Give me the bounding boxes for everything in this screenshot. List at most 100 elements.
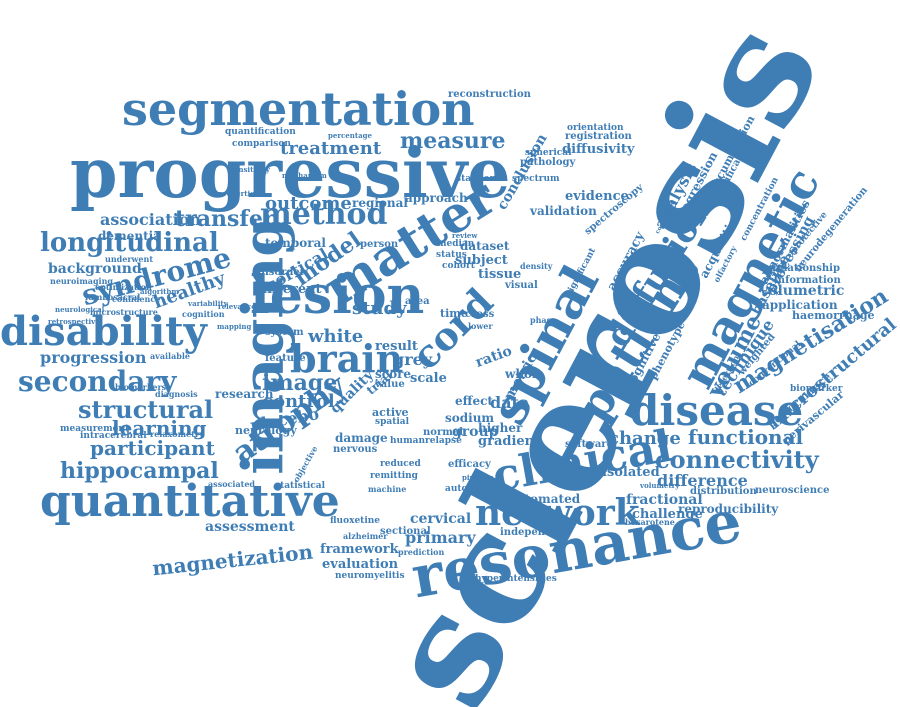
word: distribution [690,486,757,497]
word: outcome [265,193,352,214]
word: remitting [370,471,418,481]
word: review [452,231,478,240]
word: control [262,391,335,412]
word: tissue [478,267,522,282]
word: segmentation [122,82,475,136]
word: relaxometry [150,429,204,439]
word: temporal [265,236,326,250]
word: approach [405,191,468,205]
word: nervous [333,444,378,455]
word: sensitivity [230,165,271,174]
word: optimization [95,282,152,292]
word: volumetry [640,481,680,490]
word: hyperintensities [475,574,557,584]
word: effect [455,394,493,408]
word: active [372,406,409,419]
word: dementia [98,229,161,243]
word: gradient [478,434,541,449]
word: measure [400,128,506,154]
word: underwent [105,254,154,264]
word: sectional [380,526,431,537]
word: associated [208,479,255,489]
word: higher [478,421,523,435]
word: study [352,298,407,319]
word: secondary [18,365,177,398]
word: machine [368,484,407,494]
word: challenge [632,507,703,522]
word: normal [423,427,464,438]
word: neuroimaging [50,276,114,286]
word: diagnosis [155,389,198,399]
word: density [520,261,553,271]
word: primary [405,528,476,547]
word: mechanism [282,171,327,180]
word: whole [505,367,545,381]
word: cognition [182,309,225,319]
word: fractional [626,492,703,508]
word: white [308,326,364,347]
word: treatment [280,138,382,159]
word: cohort [442,261,475,271]
word: grey [393,350,433,369]
word: pathology [520,157,576,168]
word: prediction [398,547,445,557]
word: person [360,239,399,250]
word: participant [90,436,215,460]
word: feature [265,353,306,364]
word: connectivity [655,445,819,474]
word: spherical [525,148,572,158]
word: assessment [205,519,295,535]
word: association [100,210,202,229]
word: statistical [275,481,326,491]
word: variability [188,299,228,308]
word: visual [505,280,538,291]
word: phase [530,315,557,325]
word: sodium [445,411,495,425]
word: algorithm [140,287,179,296]
word: percentage [328,131,372,140]
word: fluoxetine [330,516,381,526]
word: value [375,379,405,390]
word: volumetric [760,283,845,299]
word: lower [468,321,493,331]
word: efficacy [448,459,491,470]
word: learning [112,416,207,440]
word: neuromyelitis [335,571,405,581]
word: result [375,339,418,354]
word: cross [465,309,495,320]
word: available [150,351,190,361]
word: information [774,275,841,286]
word: quantitative [40,476,340,527]
word: time [440,307,468,320]
word: quantification [225,127,296,137]
word: score [375,367,412,381]
word: damage [335,431,388,445]
word: change [608,428,681,449]
word: hippocampal [60,458,219,484]
word: research [215,387,274,401]
word: disability [0,308,207,355]
word: longitudinal [40,228,219,258]
word: reproducibility [678,502,779,516]
word: structural [78,395,214,424]
word: subject [455,253,508,268]
word: disorder [258,267,305,278]
word: cervical [410,511,472,527]
word: automatic [445,484,496,494]
word: dataset [460,239,510,253]
word: bexarotene [625,517,675,527]
word: different [258,282,322,297]
word: human [390,436,425,446]
word: method [260,197,388,232]
word: transfer [175,206,275,232]
word: haemorrhage [792,309,875,322]
word: evaluation [322,557,399,572]
word: reconstruction [448,89,531,100]
word: image [262,370,338,396]
word: properties [218,189,259,198]
word: neurology [235,424,297,437]
word: comparison [232,139,291,149]
word: alzheimer [343,531,388,541]
word: neuroscience [755,485,830,496]
word: registration [565,131,632,142]
